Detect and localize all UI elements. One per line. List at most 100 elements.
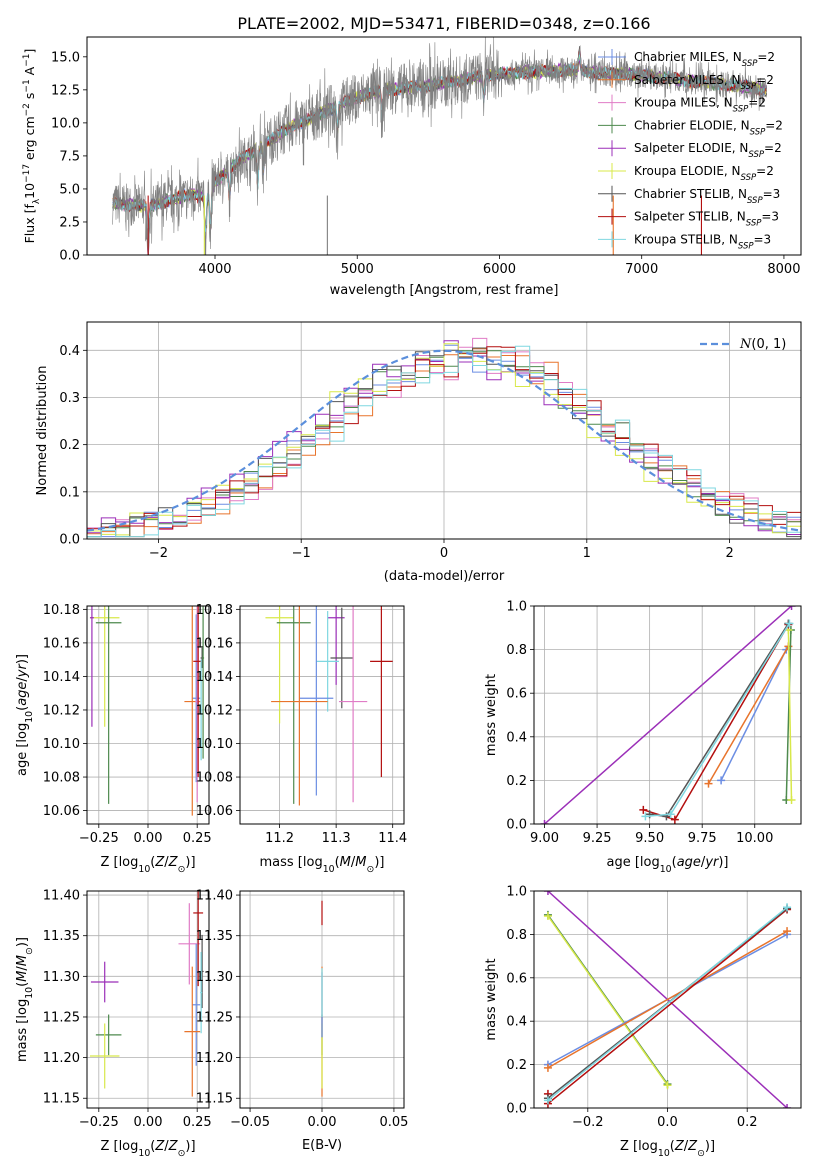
y-tick-label: 10.14 bbox=[43, 670, 80, 685]
x-tick-label: 0.05 bbox=[379, 1115, 408, 1130]
weight-line bbox=[544, 606, 792, 824]
y-tick-label: 2.5 bbox=[59, 215, 80, 230]
y-tick-label: 10.08 bbox=[43, 771, 80, 786]
z-mass-ticks: −0.25 0.00 0.25 11.15 11.20 11.25 11.30 11.35 11… bbox=[43, 889, 212, 1130]
y-tick-label: 0.0 bbox=[506, 818, 527, 833]
x-tick-label: 7000 bbox=[625, 262, 658, 277]
age-weight-ylabel: mass weight bbox=[484, 674, 499, 756]
weight-line bbox=[547, 930, 788, 1069]
age-weight-panel: 9.00 9.25 9.50 9.75 10.000.00.20.40.60.81.0 … bbox=[484, 600, 802, 875]
x-tick-label: −0.2 bbox=[572, 1115, 604, 1130]
y-tick-label: 10.18 bbox=[43, 603, 80, 618]
spectrum-frame bbox=[86, 36, 802, 256]
x-tick-label: −2 bbox=[149, 546, 168, 561]
y-tick-label: 0.8 bbox=[506, 928, 527, 943]
weight-line bbox=[547, 915, 669, 1086]
weight-marker bbox=[662, 812, 671, 821]
gaussian-curve bbox=[87, 349, 801, 532]
x-tick-label: 0.00 bbox=[134, 1115, 163, 1130]
spectrum-plot bbox=[112, 37, 768, 255]
weight-line bbox=[720, 649, 787, 781]
y-tick-label: 10.14 bbox=[196, 670, 233, 685]
y-tick-label: 10.12 bbox=[43, 703, 80, 718]
y-tick-label: 0.6 bbox=[506, 687, 527, 702]
y-tick-label: 10.0 bbox=[51, 116, 80, 131]
z-mass-ylabel: mass [log10(M/M⊙)] bbox=[15, 937, 35, 1062]
legend-label: Salpeter ELODIE, NSSP=2 bbox=[634, 141, 782, 160]
ebv-mass-grid bbox=[240, 891, 404, 1108]
mass-age-xlabel-text: mass [log10(M/M⊙)] bbox=[259, 855, 384, 875]
x-tick-label: 0 bbox=[440, 546, 448, 561]
residuals-ylabel: Normed distribution bbox=[35, 366, 50, 496]
spectrum-panel: 4000 5000 6000 7000 8000 0.0 2.5 5.0 7.5 10.0 12.5… bbox=[22, 14, 802, 298]
weight-marker bbox=[641, 812, 650, 821]
weight-marker bbox=[717, 776, 726, 785]
x-tick-label: 9.75 bbox=[688, 831, 717, 846]
legend-label: Kroupa STELIB, NSSP=3 bbox=[634, 232, 771, 251]
weight-marker bbox=[543, 1063, 552, 1072]
mass-age-frame bbox=[239, 605, 405, 825]
weight-marker bbox=[787, 796, 796, 805]
legend-label: Chabrier ELODIE, NSSP=2 bbox=[634, 118, 783, 137]
mass-age-panel: 11.2 11.3 11.4 10.06 10.08 10.10 10.12 10.14 10.… bbox=[196, 603, 407, 875]
legend-label: Chabrier STELIB, NSSP=3 bbox=[634, 187, 780, 206]
y-tick-label: 10.12 bbox=[196, 703, 233, 718]
y-tick-label: 11.15 bbox=[196, 1092, 233, 1107]
y-tick-label: 0.2 bbox=[59, 438, 80, 453]
spectrum-data-line bbox=[112, 37, 767, 255]
weight-marker bbox=[543, 891, 552, 895]
age-weight-xlabel: age [log10(age/yr)] bbox=[606, 855, 728, 875]
x-tick-label: 0.00 bbox=[308, 1115, 337, 1130]
y-tick-label: 11.20 bbox=[196, 1051, 233, 1066]
weight-marker bbox=[540, 820, 549, 824]
spectrum-title: PLATE=2002, MJD=53471, FIBERID=0348, z=0… bbox=[237, 14, 650, 33]
ebv-mass-ticks: −0.05 0.00 0.05 11.15 11.20 11.25 11.30 11.35 11… bbox=[196, 889, 409, 1130]
age-weight-frame bbox=[533, 605, 802, 825]
x-tick-label: 11.3 bbox=[322, 831, 351, 846]
mass-age-ticks: 11.2 11.3 11.4 10.06 10.08 10.10 10.12 10.14 10.… bbox=[196, 603, 407, 846]
x-tick-label: 4000 bbox=[198, 262, 231, 277]
z-mass-xlabel: Z [log10(Z/Z⊙)] bbox=[100, 1139, 195, 1159]
z-mass-ylabel-text: mass [log10(M/M⊙)] bbox=[15, 937, 35, 1062]
x-tick-label: 1 bbox=[583, 546, 591, 561]
x-tick-label: 9.25 bbox=[583, 831, 612, 846]
legend-label: Chabrier MILES, NSSP=2 bbox=[634, 50, 775, 69]
y-tick-label: 10.06 bbox=[196, 804, 233, 819]
y-tick-label: 11.25 bbox=[43, 1010, 80, 1025]
x-tick-label: 0.25 bbox=[183, 1115, 212, 1130]
y-tick-label: 0.4 bbox=[506, 1015, 527, 1030]
residual-histogram bbox=[87, 345, 801, 539]
y-tick-label: 11.40 bbox=[196, 889, 233, 904]
legend-label: Salpeter STELIB, NSSP=3 bbox=[634, 210, 779, 229]
weight-marker bbox=[670, 815, 679, 824]
y-tick-label: 5.0 bbox=[59, 182, 80, 197]
x-tick-label: −0.25 bbox=[79, 1115, 119, 1130]
y-tick-label: 12.5 bbox=[51, 83, 80, 98]
y-tick-label: 0.1 bbox=[59, 485, 80, 500]
y-tick-label: 10.10 bbox=[43, 737, 80, 752]
legend-label: Kroupa MILES, NSSP=2 bbox=[634, 96, 766, 115]
weight-line bbox=[707, 645, 790, 785]
legend-label: N(0, 1) bbox=[739, 337, 786, 352]
z-age-xlabel-text: Z [log10(Z/Z⊙)] bbox=[100, 855, 195, 875]
weight-line bbox=[547, 906, 788, 1101]
weight-marker bbox=[783, 1104, 792, 1108]
y-tick-label: 11.25 bbox=[196, 1010, 233, 1025]
y-tick-label: 10.06 bbox=[43, 804, 80, 819]
y-tick-label: 11.35 bbox=[43, 929, 80, 944]
weight-marker bbox=[639, 805, 648, 814]
y-tick-label: 0.6 bbox=[506, 971, 527, 986]
ebv-mass-panel: −0.05 0.00 0.05 11.15 11.20 11.25 11.30 11.35 11… bbox=[196, 889, 409, 1153]
x-tick-label: 0.0 bbox=[657, 1115, 678, 1130]
z-mass-grid bbox=[87, 891, 209, 1108]
z-weight-plot bbox=[543, 891, 792, 1108]
z-mass-panel: −0.25 0.00 0.25 11.15 11.20 11.25 11.30 11.35 11… bbox=[15, 889, 212, 1159]
y-tick-label: 0.2 bbox=[506, 774, 527, 789]
x-tick-label: 11.4 bbox=[378, 831, 407, 846]
weight-marker bbox=[783, 927, 792, 936]
y-tick-label: 11.30 bbox=[43, 970, 80, 985]
weight-marker bbox=[543, 1096, 552, 1105]
x-tick-label: 2 bbox=[725, 546, 733, 561]
x-tick-label: 5000 bbox=[341, 262, 374, 277]
x-tick-label: 6000 bbox=[483, 262, 516, 277]
